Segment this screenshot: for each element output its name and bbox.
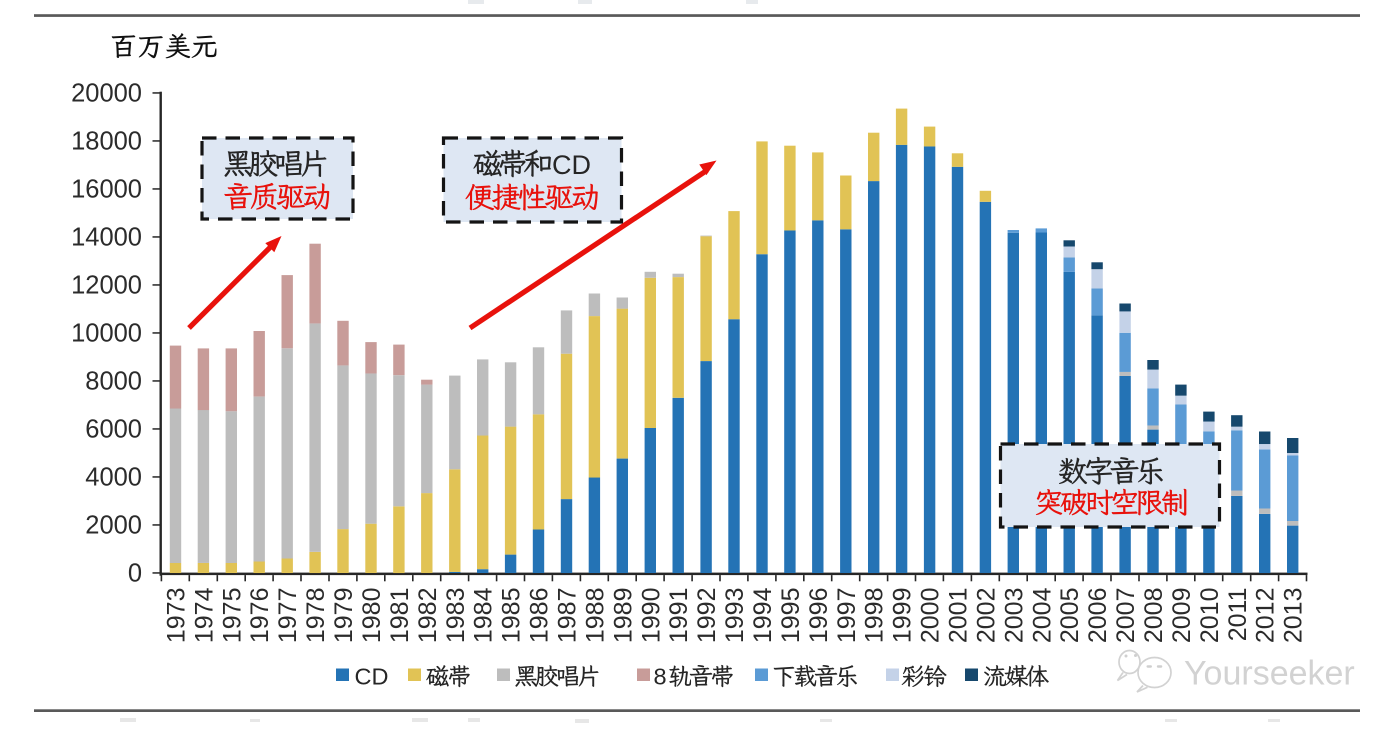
svg-text:2008: 2008 xyxy=(1140,588,1168,644)
svg-text:2013: 2013 xyxy=(1280,588,1308,644)
svg-text:CD: CD xyxy=(355,664,389,690)
svg-text:2003: 2003 xyxy=(1000,588,1028,644)
svg-text:2004: 2004 xyxy=(1028,587,1056,643)
svg-text:2006: 2006 xyxy=(1084,588,1112,644)
svg-text:10000: 10000 xyxy=(71,319,142,347)
svg-text:2011: 2011 xyxy=(1224,588,1252,642)
svg-text:1992: 1992 xyxy=(693,588,721,644)
svg-text:1973: 1973 xyxy=(162,588,190,644)
svg-text:1980: 1980 xyxy=(358,588,386,644)
svg-text:0: 0 xyxy=(128,559,142,587)
svg-text:1997: 1997 xyxy=(833,588,861,644)
svg-text:1983: 1983 xyxy=(442,588,470,644)
svg-text:1984: 1984 xyxy=(470,587,498,643)
svg-text:Yourseeker: Yourseeker xyxy=(1184,655,1355,693)
svg-text:1999: 1999 xyxy=(889,588,917,644)
svg-text:16000: 16000 xyxy=(71,175,142,203)
svg-text:2000: 2000 xyxy=(917,588,945,644)
svg-text:2002: 2002 xyxy=(972,588,1000,644)
svg-text:1977: 1977 xyxy=(274,588,302,644)
svg-text:2007: 2007 xyxy=(1112,588,1140,644)
svg-text:1996: 1996 xyxy=(805,588,833,644)
svg-text:2012: 2012 xyxy=(1252,588,1280,644)
svg-text:2000: 2000 xyxy=(85,511,142,539)
svg-text:1975: 1975 xyxy=(218,588,246,644)
svg-text:1993: 1993 xyxy=(721,588,749,644)
svg-text:1979: 1979 xyxy=(330,588,358,644)
svg-text:1976: 1976 xyxy=(246,588,274,644)
svg-text:18000: 18000 xyxy=(71,127,142,155)
svg-text:14000: 14000 xyxy=(71,223,142,251)
svg-text:1990: 1990 xyxy=(637,588,665,644)
svg-text:1978: 1978 xyxy=(302,588,330,644)
svg-text:CD: CD xyxy=(552,150,591,180)
svg-text:2001: 2001 xyxy=(944,588,972,644)
svg-text:1994: 1994 xyxy=(749,587,777,643)
svg-text:20000: 20000 xyxy=(71,79,142,107)
svg-text:1991: 1991 xyxy=(665,588,693,644)
svg-text:6000: 6000 xyxy=(85,415,142,443)
svg-text:2005: 2005 xyxy=(1056,588,1084,644)
svg-text:12000: 12000 xyxy=(71,271,142,299)
svg-text:8000: 8000 xyxy=(85,367,142,395)
svg-text:8: 8 xyxy=(654,664,667,690)
svg-text:1985: 1985 xyxy=(498,588,526,644)
svg-text:1982: 1982 xyxy=(414,588,442,644)
svg-text:1989: 1989 xyxy=(609,588,637,644)
svg-text:1998: 1998 xyxy=(861,588,889,644)
svg-text:4000: 4000 xyxy=(85,463,142,491)
svg-text:1974: 1974 xyxy=(190,587,218,643)
svg-text:1981: 1981 xyxy=(386,588,414,644)
svg-text:2010: 2010 xyxy=(1196,588,1224,644)
svg-text:1986: 1986 xyxy=(526,588,554,644)
svg-text:1988: 1988 xyxy=(581,588,609,644)
svg-text:1995: 1995 xyxy=(777,588,805,644)
svg-text:1987: 1987 xyxy=(553,588,581,644)
svg-text:2009: 2009 xyxy=(1168,588,1196,644)
